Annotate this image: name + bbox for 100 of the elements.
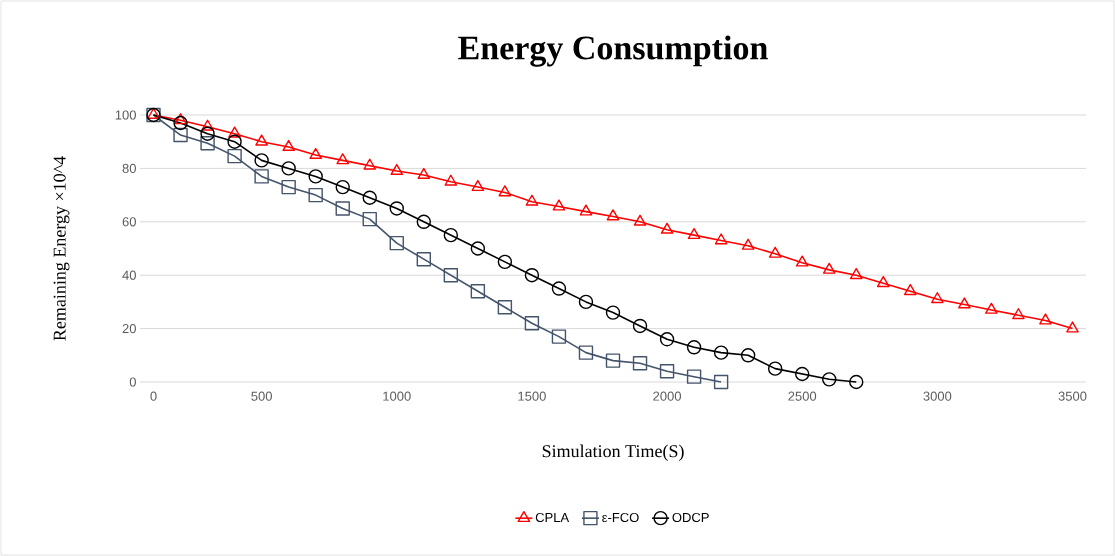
point bbox=[713, 345, 729, 360]
point bbox=[470, 241, 486, 256]
point bbox=[903, 284, 917, 296]
point bbox=[417, 167, 431, 180]
point bbox=[443, 227, 459, 243]
point bbox=[309, 147, 323, 159]
point bbox=[768, 246, 782, 258]
point bbox=[985, 302, 998, 314]
point bbox=[255, 134, 268, 146]
point bbox=[1012, 308, 1025, 320]
point bbox=[282, 139, 295, 151]
point bbox=[632, 318, 648, 334]
point bbox=[551, 281, 567, 296]
point bbox=[795, 255, 809, 267]
point bbox=[200, 136, 215, 151]
point bbox=[362, 190, 377, 205]
point bbox=[849, 374, 864, 390]
point bbox=[308, 169, 323, 184]
point bbox=[444, 174, 458, 186]
point bbox=[254, 169, 269, 184]
point bbox=[200, 126, 215, 141]
point bbox=[876, 276, 890, 288]
point bbox=[281, 161, 296, 176]
point bbox=[416, 251, 431, 267]
point bbox=[227, 148, 242, 164]
point bbox=[578, 345, 594, 360]
point bbox=[525, 194, 539, 206]
point bbox=[497, 300, 513, 315]
point bbox=[741, 238, 755, 250]
point bbox=[471, 179, 485, 192]
point bbox=[363, 158, 377, 170]
point bbox=[551, 329, 567, 344]
point bbox=[497, 254, 513, 270]
point bbox=[362, 211, 377, 227]
x-tick-label: 3000 bbox=[923, 391, 952, 401]
x-tick-label: 2500 bbox=[788, 391, 817, 401]
point bbox=[173, 115, 188, 131]
point bbox=[633, 214, 647, 226]
point bbox=[795, 366, 810, 382]
point bbox=[660, 222, 674, 234]
legend-label: ε-FCO bbox=[602, 512, 639, 523]
point bbox=[849, 268, 863, 280]
point bbox=[578, 294, 594, 310]
y-tick-label: 60 bbox=[122, 217, 136, 227]
point bbox=[713, 374, 729, 390]
point bbox=[227, 134, 242, 149]
point bbox=[389, 201, 404, 216]
point bbox=[579, 204, 593, 216]
y-axis-title: Remaining Energy ×10^4 bbox=[53, 156, 70, 341]
y-tick-label: 0 bbox=[129, 377, 136, 387]
x-tick-label: 2000 bbox=[653, 391, 682, 401]
point bbox=[822, 262, 836, 274]
point bbox=[173, 127, 188, 143]
point bbox=[201, 119, 214, 131]
point bbox=[822, 372, 837, 387]
point bbox=[416, 214, 431, 229]
x-tick-label: 1000 bbox=[383, 391, 411, 401]
y-tick-label: 80 bbox=[122, 163, 136, 173]
point bbox=[228, 126, 241, 138]
x-tick-label: 500 bbox=[251, 391, 272, 401]
chart-title: Energy Consumption bbox=[458, 35, 768, 67]
point bbox=[740, 348, 756, 363]
x-tick-label: 1500 bbox=[518, 391, 546, 401]
point bbox=[552, 199, 566, 211]
point bbox=[336, 153, 350, 165]
point bbox=[281, 179, 296, 195]
point bbox=[1039, 313, 1052, 325]
x-axis-title: Simulation Time(S) bbox=[542, 444, 684, 461]
point bbox=[659, 364, 675, 379]
point bbox=[308, 187, 323, 203]
point bbox=[254, 153, 269, 168]
y-tick-label: 100 bbox=[115, 110, 136, 120]
point bbox=[605, 305, 621, 320]
point bbox=[390, 163, 404, 176]
point bbox=[659, 332, 675, 347]
point bbox=[389, 235, 404, 251]
x-tick-label: 3500 bbox=[1058, 391, 1087, 401]
point bbox=[443, 268, 459, 283]
point bbox=[632, 356, 648, 371]
point bbox=[958, 297, 971, 309]
point bbox=[686, 340, 702, 355]
x-tick-label: 0 bbox=[150, 391, 157, 401]
point bbox=[686, 369, 702, 384]
legend-label: CPLA bbox=[535, 512, 570, 523]
point bbox=[931, 292, 944, 304]
point bbox=[606, 209, 620, 221]
point bbox=[335, 201, 350, 216]
y-tick-label: 40 bbox=[122, 270, 136, 280]
point bbox=[498, 185, 512, 197]
point bbox=[605, 353, 621, 368]
point bbox=[714, 233, 728, 245]
point bbox=[470, 284, 486, 299]
point bbox=[174, 113, 187, 125]
point bbox=[147, 107, 160, 119]
point bbox=[687, 227, 701, 240]
point bbox=[1066, 321, 1079, 333]
point bbox=[524, 316, 540, 331]
point bbox=[524, 268, 540, 283]
point bbox=[767, 361, 783, 376]
point bbox=[335, 179, 350, 195]
